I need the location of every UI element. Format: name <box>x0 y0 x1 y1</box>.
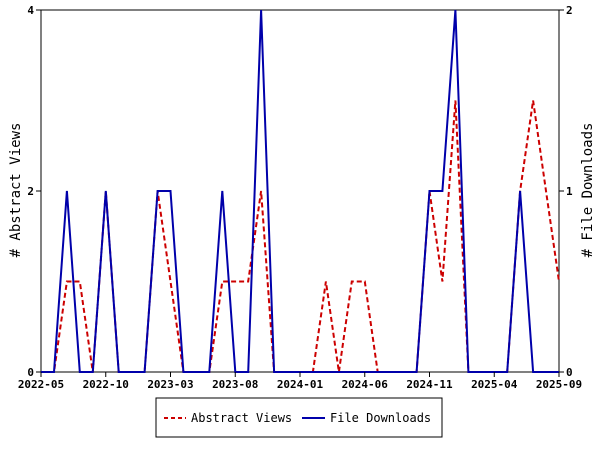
y-right-axis-title: # File Downloads <box>580 123 596 258</box>
y-right-tick-label: 1 <box>566 185 573 198</box>
x-tick-label: 2023-03 <box>147 378 193 391</box>
y-left-tick-label: 2 <box>27 185 34 198</box>
x-tick-label: 2022-10 <box>83 378 129 391</box>
legend: Abstract Views File Downloads <box>155 397 443 438</box>
x-tick-label: 2024-11 <box>406 378 453 391</box>
series-line-file-downloads <box>41 9 559 373</box>
legend-label-abstract-views: Abstract Views <box>191 411 292 425</box>
x-tick-label: 2025-04 <box>471 378 518 391</box>
series-line-abstract-views <box>41 100 560 373</box>
plot-frame <box>40 9 560 373</box>
y-right-tick-label: 0 <box>566 366 573 379</box>
x-tick-label: 2024-01 <box>277 378 324 391</box>
y-left-axis-title: # Abstract Views <box>8 123 24 258</box>
x-tick-label: 2023-08 <box>212 378 258 391</box>
y-right-tick-label: 2 <box>566 4 573 17</box>
x-tick-label: 2024-06 <box>342 378 389 391</box>
legend-label-file-downloads: File Downloads <box>330 411 431 425</box>
y-left-tick-label: 0 <box>27 366 34 379</box>
x-tick-label: 2022-05 <box>18 378 64 391</box>
x-tick-label: 2025-09 <box>536 378 582 391</box>
legend-box <box>155 397 443 438</box>
y-left-tick-label: 4 <box>27 4 34 17</box>
